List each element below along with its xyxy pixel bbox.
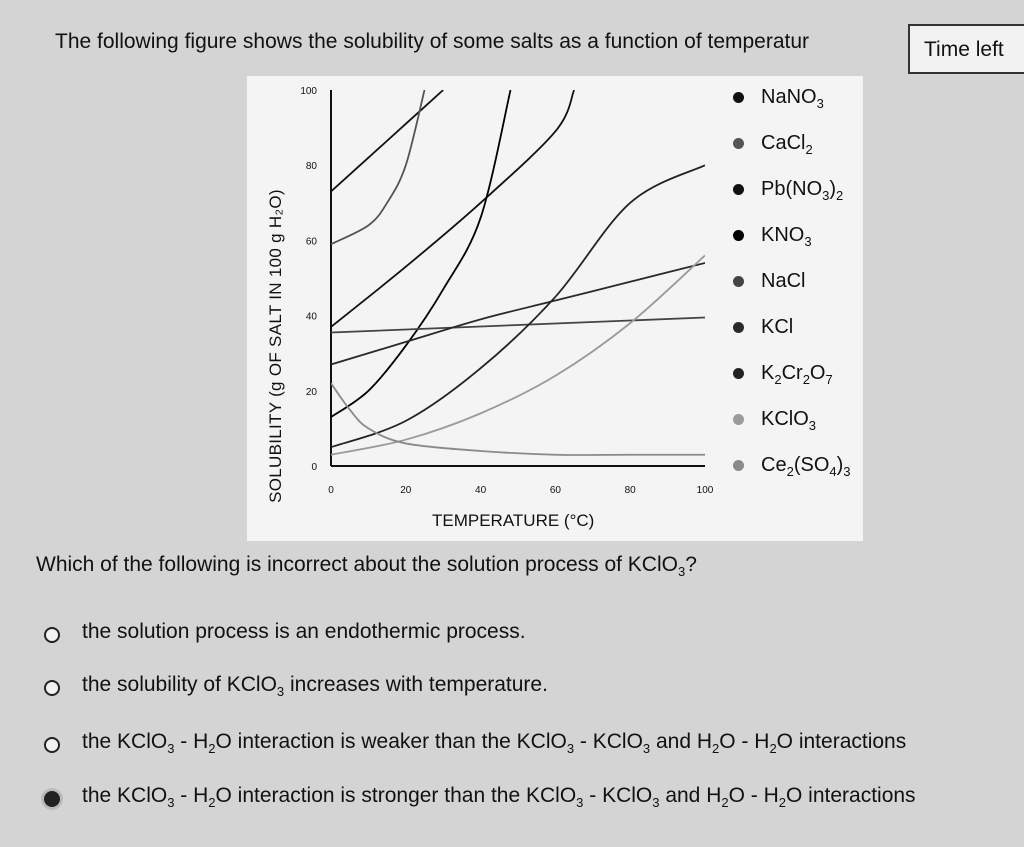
y-tick-label: 60 [306,236,318,247]
series-line-kno3 [331,90,512,418]
question-text: Which of the following is incorrect abou… [36,553,697,580]
answer-option-4[interactable]: the KClO3 - H2O interaction is stronger … [40,784,1024,814]
series-line-nano3 [331,90,444,193]
time-left-panel: Time left [908,24,1024,74]
legend-marker [733,460,744,471]
chart-plot: 0 20 40 60 80 100 0 20 40 60 80 100 [300,86,714,496]
legend-marker [733,368,744,379]
series-line-kclo3 [331,254,705,456]
option-label: the KClO3 - H2O interaction is stronger … [82,784,916,811]
series-line-ce2-so4-3 [331,382,705,456]
option-label: the solution process is an endothermic p… [82,620,526,643]
legend-marker [733,414,744,425]
legend-label: KClO3 [761,408,817,433]
y-tick-label: 20 [306,387,318,398]
x-axis-label: TEMPERATURE (°C) [432,511,595,530]
option-label: the KClO3 - H2O interaction is weaker th… [82,730,907,757]
legend-label: K2Cr2O7 [761,362,833,387]
legend-label: NaCl [761,270,806,292]
series-line-kcl [331,262,705,366]
option-label: the solubility of KClO3 increases with t… [82,673,548,700]
x-tick-label: 20 [400,485,412,496]
x-tick-label: 100 [697,485,714,496]
y-tick-label: 0 [311,462,317,473]
radio-button[interactable] [44,680,60,696]
legend-marker [733,184,744,195]
answer-option-1[interactable]: the solution process is an endothermic p… [40,620,1024,650]
legend-marker [733,92,744,103]
radio-button[interactable] [44,737,60,753]
answer-option-2[interactable]: the solubility of KClO3 increases with t… [40,673,1024,703]
series-line-k2cr2o7 [331,164,705,449]
y-tick-label: 100 [300,86,317,97]
series-line-nacl [331,316,705,334]
legend-label: Ce2(SO4)3 [761,454,851,479]
series-line-pb-no3-2 [331,90,575,328]
answer-option-3[interactable]: the KClO3 - H2O interaction is weaker th… [40,730,1024,760]
question-intro-text: The following figure shows the solubilit… [55,30,810,53]
legend-marker [733,322,744,333]
y-tick-label: 40 [306,312,318,323]
radio-button[interactable] [44,791,60,807]
legend-marker [733,276,744,287]
x-tick-label: 40 [475,485,487,496]
legend-label: Pb(NO3)2 [761,178,844,203]
legend-label: KNO3 [761,224,812,249]
y-tick-label: 80 [306,161,318,172]
x-tick-label: 80 [625,485,637,496]
radio-button[interactable] [44,627,60,643]
legend-marker [733,230,744,241]
y-axis-label: SOLUBILITY (g OF SALT IN 100 g H₂O) [266,189,285,503]
solubility-chart: 0 20 40 60 80 100 0 20 40 60 80 100 SOLUBILITY (g O… [247,76,863,541]
legend-label: KCl [761,316,794,338]
x-tick-label: 60 [550,485,562,496]
series-line-cacl2 [331,90,426,245]
legend-label: NaNO3 [761,86,824,111]
x-tick-label: 0 [328,485,334,496]
legend-marker [733,138,744,149]
legend-label: CaCl2 [761,132,813,157]
